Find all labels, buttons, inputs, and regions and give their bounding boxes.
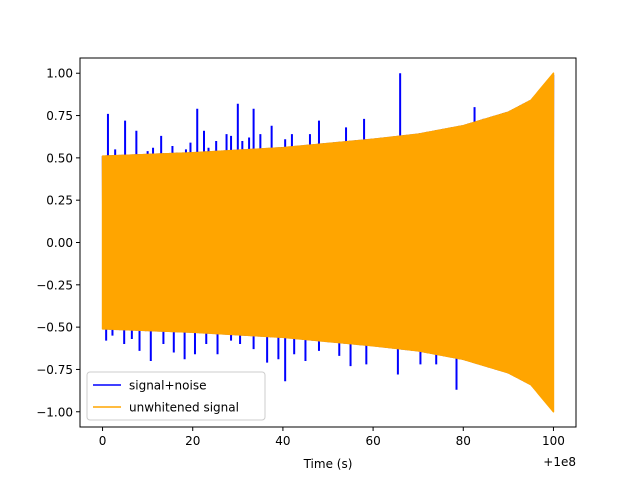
legend-label-signal-noise: signal+noise bbox=[129, 379, 206, 393]
x-offset-label: +1e8 bbox=[543, 455, 576, 469]
y-tick-label: 0.75 bbox=[46, 109, 73, 123]
y-tick-label: 0.25 bbox=[46, 194, 73, 208]
y-tick-label: −1.00 bbox=[36, 405, 73, 419]
legend-box bbox=[86, 371, 266, 421]
unwhitened-signal-line bbox=[101, 72, 555, 413]
x-tick-label: 80 bbox=[456, 434, 471, 448]
x-tick-label: 60 bbox=[365, 434, 380, 448]
y-tick-label: 0.00 bbox=[46, 236, 73, 250]
y-tick-label: −0.25 bbox=[36, 278, 73, 292]
y-axis: −1.00 −0.75 −0.50 −0.25 0.00 0.25 0.50 0.75 1.00 bbox=[36, 67, 80, 419]
y-tick-label: −0.50 bbox=[36, 321, 73, 335]
legend-label-unwhitened-signal: unwhitened signal bbox=[129, 401, 239, 415]
y-tick-label: 1.00 bbox=[46, 67, 73, 81]
legend: signal+noise unwhitened signal bbox=[86, 371, 266, 421]
series-unwhitened-signal bbox=[101, 72, 555, 413]
plot-area bbox=[101, 72, 555, 413]
y-tick-label: 0.50 bbox=[46, 151, 73, 165]
y-tick-label: −0.75 bbox=[36, 363, 73, 377]
x-tick-label: 100 bbox=[542, 434, 565, 448]
x-axis: 0 20 40 60 80 100 bbox=[99, 427, 565, 448]
x-axis-label: Time (s) bbox=[303, 457, 353, 471]
x-tick-label: 20 bbox=[185, 434, 200, 448]
x-tick-label: 0 bbox=[99, 434, 107, 448]
x-tick-label: 40 bbox=[275, 434, 290, 448]
